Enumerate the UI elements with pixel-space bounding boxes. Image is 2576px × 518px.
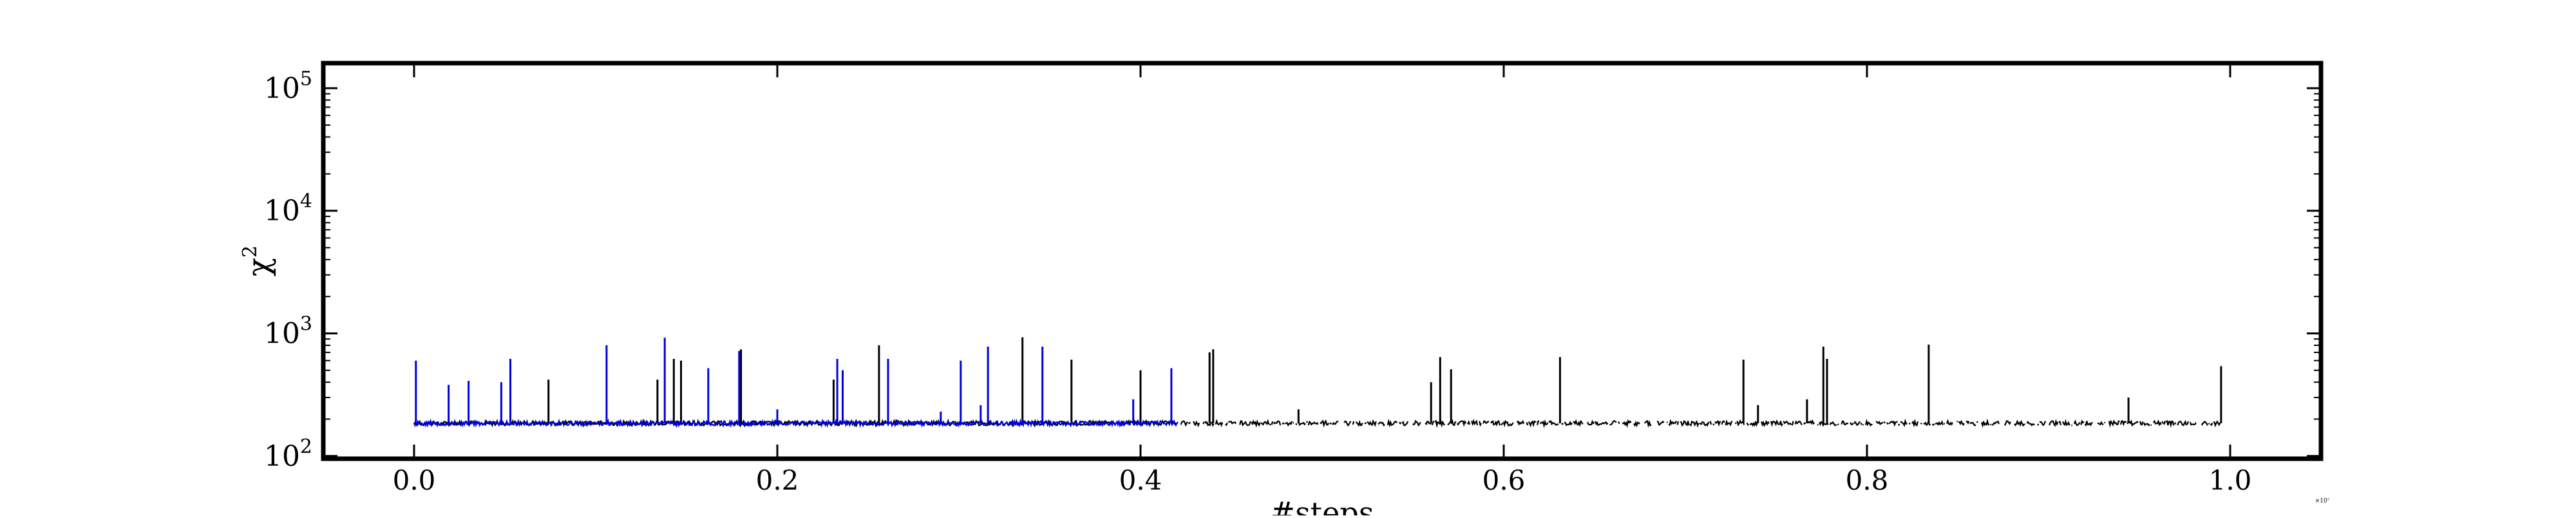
- x-tick-label: 0.6: [1482, 465, 1526, 496]
- x-tick-label: 0.4: [1119, 465, 1162, 496]
- series-1: [414, 337, 2221, 426]
- series-baseline-trace: [413, 418, 1178, 428]
- y-axis-label: χ2: [239, 245, 277, 276]
- x-scale-note: ×10⁷: [2315, 498, 2330, 504]
- y-tick-label: 105: [264, 68, 312, 105]
- plot-frame: [321, 61, 2324, 461]
- y-tick-label: 103: [264, 312, 312, 350]
- x-tick-label: 0.0: [393, 465, 436, 496]
- series-0: [413, 338, 1178, 428]
- x-tick-label: 0.2: [756, 465, 799, 496]
- y-tick-label: 104: [264, 190, 312, 227]
- x-axis-label: #steps: [1271, 495, 1374, 515]
- x-tick-label: 1.0: [2209, 465, 2252, 496]
- x-tick-label: 0.8: [1846, 465, 1889, 496]
- y-tick-label: 102: [264, 436, 312, 473]
